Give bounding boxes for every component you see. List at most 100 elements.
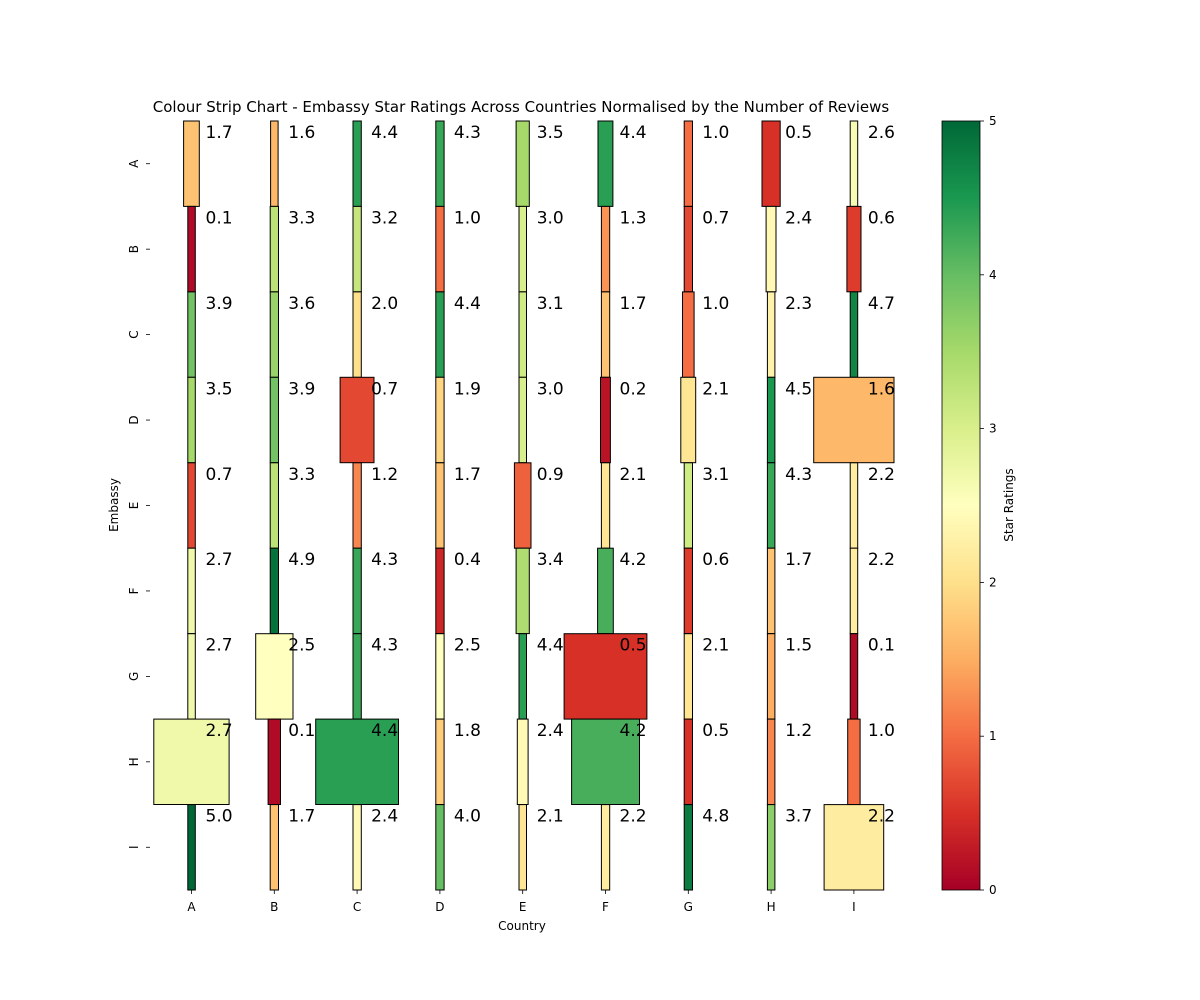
x-tick-label: C (353, 900, 361, 914)
rating-value-label: 1.0 (702, 123, 729, 143)
rating-value-label: 3.4 (537, 550, 564, 570)
rating-cell (352, 205, 362, 293)
rating-cell (187, 633, 196, 720)
x-tick-label: H (767, 900, 776, 914)
rating-value-label: 3.6 (288, 294, 315, 314)
y-axis-ticks: A B C D E F G H I (127, 159, 150, 849)
x-axis-label: Country (498, 919, 546, 933)
y-tick-label: I (127, 846, 141, 850)
rating-cell (255, 633, 294, 720)
rating-value-label: 4.5 (785, 379, 812, 399)
rating-value-label: 4.8 (702, 807, 729, 827)
rating-value-label: 4.7 (868, 294, 895, 314)
rating-value-label: 0.9 (537, 465, 564, 485)
colorbar-ticks: 0 1 2 3 4 5 (980, 114, 997, 897)
rating-cell (187, 804, 196, 891)
rating-cell (269, 462, 280, 549)
rating-cell (518, 376, 527, 464)
rating-value-label: 3.1 (702, 465, 729, 485)
rating-value-label: 4.2 (620, 550, 647, 570)
rating-value-label: 2.2 (868, 465, 895, 485)
rating-value-label: 4.3 (371, 636, 398, 656)
rating-value-label: 0.5 (785, 123, 812, 143)
rating-value-label: 2.2 (620, 807, 647, 827)
rating-cell (600, 804, 611, 891)
rating-value-label: 1.7 (620, 294, 647, 314)
rating-cell (513, 462, 532, 549)
rating-cell (766, 633, 776, 720)
rating-value-label: 0.5 (620, 636, 647, 656)
rating-cell (352, 547, 362, 635)
rating-value-label: 1.3 (620, 208, 647, 228)
rating-cell (515, 547, 530, 635)
rating-cell (518, 804, 527, 891)
rating-cell (515, 120, 530, 207)
rating-cell (352, 291, 362, 378)
rating-cell (600, 462, 611, 549)
rating-value-label: 0.4 (454, 550, 481, 570)
rating-value-label: 3.9 (288, 379, 315, 399)
rating-cell (352, 804, 362, 891)
rating-value-label: 3.1 (537, 294, 564, 314)
rating-value-label: 3.2 (371, 208, 398, 228)
rating-cell (847, 718, 861, 805)
rating-value-label: 1.7 (785, 550, 812, 570)
rating-value-label: 1.0 (868, 721, 895, 741)
rating-value-label: 2.5 (454, 636, 481, 656)
rating-value-label: 1.6 (288, 123, 315, 143)
rating-cell (352, 633, 362, 720)
rating-value-label: 0.6 (868, 208, 895, 228)
rating-cell (269, 291, 280, 378)
y-tick-label: H (127, 757, 141, 766)
rating-cell (600, 205, 611, 293)
rating-cell (270, 120, 279, 207)
colorbar-tick-label: 0 (989, 883, 997, 897)
rating-value-label: 1.6 (868, 379, 895, 399)
y-axis-label: Embassy (107, 478, 121, 532)
rating-cell (518, 633, 527, 720)
rating-value-label: 2.2 (868, 550, 895, 570)
rating-cell (849, 462, 859, 549)
rating-cell (600, 376, 611, 464)
rating-value-label: 1.8 (454, 721, 481, 741)
rating-value-label: 2.6 (868, 123, 895, 143)
x-tick-label: F (602, 900, 609, 914)
colorbar: 0 1 2 3 4 5 Star Ratings (941, 114, 1016, 897)
rating-cell (435, 205, 445, 293)
x-tick-label: D (435, 900, 444, 914)
rating-value-label: 2.3 (785, 294, 812, 314)
rating-cell (269, 804, 280, 891)
rating-cell (849, 120, 859, 207)
rating-cell (683, 120, 694, 207)
rating-cell (183, 120, 200, 207)
y-tick-label: G (127, 672, 141, 681)
rating-cell (435, 120, 445, 207)
rating-value-label: 1.2 (371, 465, 398, 485)
y-tick-label: F (127, 587, 141, 594)
rating-value-labels: 1.7 0.1 3.9 3.5 0.7 2.7 2.7 2.7 5.0 1.6 3.3 3.6 3.9 3… (206, 123, 895, 827)
rating-cell (766, 718, 776, 805)
rating-cells (153, 120, 895, 891)
rating-value-label: 2.0 (371, 294, 398, 314)
rating-cell (435, 376, 445, 464)
rating-value-label: 4.3 (371, 550, 398, 570)
rating-value-label: 1.0 (454, 208, 481, 228)
rating-cell (516, 718, 529, 805)
rating-cell (352, 462, 362, 549)
rating-value-label: 5.0 (206, 807, 233, 827)
rating-cell (269, 547, 280, 635)
colorbar-tick-label: 5 (989, 114, 997, 128)
rating-value-label: 0.6 (702, 550, 729, 570)
rating-cell (315, 718, 400, 805)
x-axis-ticks: A B C D E F G H I (187, 890, 856, 914)
rating-value-label: 4.3 (454, 123, 481, 143)
rating-value-label: 1.5 (785, 636, 812, 656)
rating-value-label: 0.1 (288, 721, 315, 741)
rating-value-label: 2.7 (206, 550, 233, 570)
rating-cell (435, 633, 445, 720)
rating-value-label: 4.3 (785, 465, 812, 485)
colorbar-tick-label: 2 (989, 575, 997, 589)
rating-cell (766, 462, 776, 549)
rating-cell (766, 804, 776, 891)
rating-cell (597, 547, 614, 635)
